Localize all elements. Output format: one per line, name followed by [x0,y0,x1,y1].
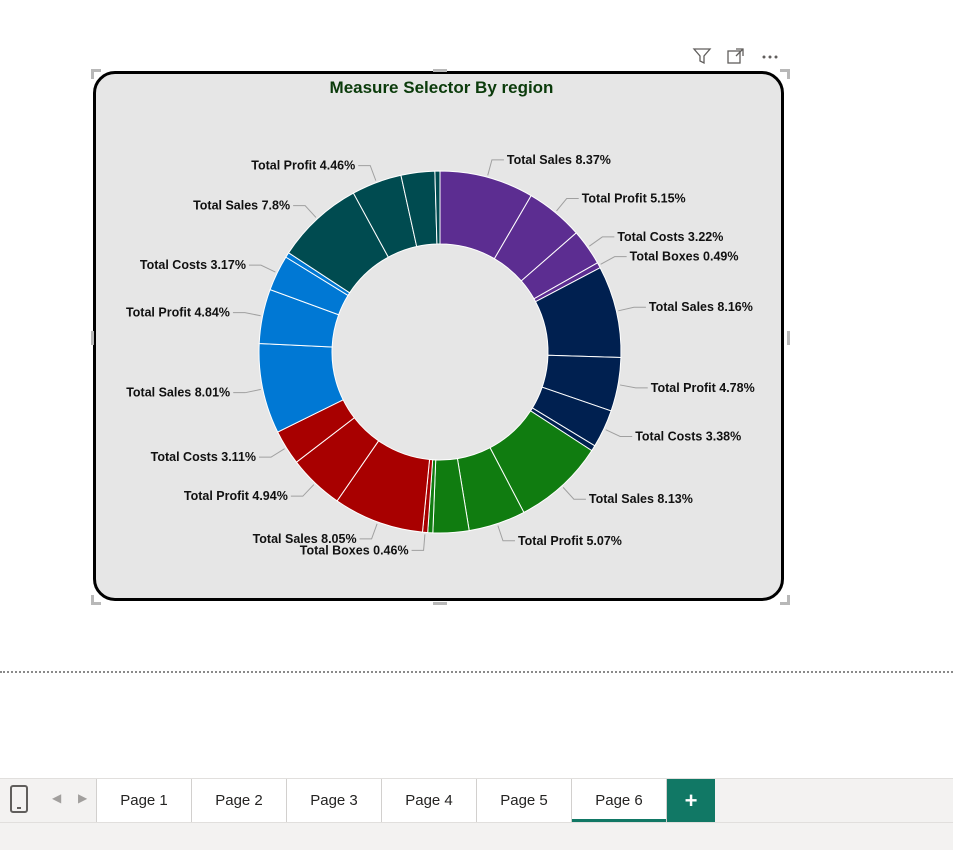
data-label: Total Boxes 0.49% [630,250,739,264]
leader-line [290,484,315,497]
tab-page-1[interactable]: Page 1 [96,779,191,822]
donut-chart: Total Sales 8.37% Total Profit 5.15% Total… [126,153,755,557]
tab-page-5[interactable]: Page 5 [476,779,571,822]
donut-slice[interactable] [434,170,441,245]
next-page-arrow-icon[interactable]: ▶ [78,791,88,805]
data-label: Total Sales 8.01% [126,386,230,400]
canvas-boundary-divider [0,671,953,673]
leader-line [619,384,648,389]
leader-line [358,165,377,181]
resize-handle-bl-v[interactable] [91,595,94,605]
leader-line [588,236,615,247]
resize-handle-right[interactable] [787,331,790,345]
more-options-icon[interactable] [758,44,782,68]
leader-line [487,159,504,176]
data-label: Total Costs 3.38% [635,429,741,443]
add-page-button[interactable]: + [666,779,715,822]
leader-line [232,312,261,317]
resize-handle-br[interactable] [780,602,790,605]
data-label: Total Profit 5.15% [582,192,686,206]
mobile-layout-icon[interactable] [10,785,28,813]
resize-handle-bl[interactable] [91,602,101,605]
resize-handle-tl[interactable] [91,69,101,72]
data-label: Total Profit 4.46% [251,159,355,173]
page-tab-bar: ◀ ▶ Page 1 Page 2 Page 3 Page 4 Page 5 P… [0,778,953,822]
data-label: Total Sales 8.37% [507,153,611,167]
prev-page-arrow-icon[interactable]: ◀ [52,791,62,805]
leader-line [359,523,378,540]
resize-handle-top[interactable] [433,69,447,72]
leader-line [259,448,285,458]
resize-handle-left[interactable] [91,331,94,345]
data-label: Total Sales 8.16% [649,300,753,314]
leader-line [411,534,426,551]
tab-page-3[interactable]: Page 3 [286,779,381,822]
chart-title: Measure Selector By region [329,78,554,97]
leader-line [293,205,317,218]
resize-handle-br-v[interactable] [787,595,790,605]
leader-line [248,264,276,273]
visual-header [690,44,790,68]
leader-line [600,256,627,265]
data-label: Total Profit 4.78% [651,381,755,395]
status-strip [0,822,953,850]
data-label: Total Profit 4.94% [184,489,288,503]
filter-icon[interactable] [690,44,714,68]
data-label: Total Costs 3.11% [151,450,256,464]
leader-line [605,429,633,437]
data-label: Total Costs 3.22% [617,230,723,244]
resize-handle-tl-v[interactable] [91,69,94,79]
resize-handle-bottom[interactable] [433,602,447,605]
leader-line [618,306,646,312]
data-label: Total Sales 8.13% [589,492,693,506]
data-label: Total Profit 5.07% [518,534,622,548]
page-tabs: Page 1 Page 2 Page 3 Page 4 Page 5 Page … [96,779,715,822]
tab-page-4[interactable]: Page 4 [381,779,476,822]
tab-page-6[interactable]: Page 6 [571,779,666,822]
leader-line [497,525,515,542]
leader-line [562,487,586,500]
tab-page-2[interactable]: Page 2 [191,779,286,822]
data-label: Total Costs 3.17% [140,258,246,272]
resize-handle-tr-v[interactable] [787,69,790,79]
data-label: Total Profit 4.84% [126,306,230,320]
focus-mode-icon[interactable] [724,44,748,68]
leader-line [233,388,261,394]
data-label: Total Sales 8.05% [253,532,357,546]
data-label: Total Sales 7.8% [193,199,290,213]
leader-line [556,198,579,212]
resize-handle-tr[interactable] [780,69,790,72]
data-label: Total Boxes 0.46% [300,543,409,557]
